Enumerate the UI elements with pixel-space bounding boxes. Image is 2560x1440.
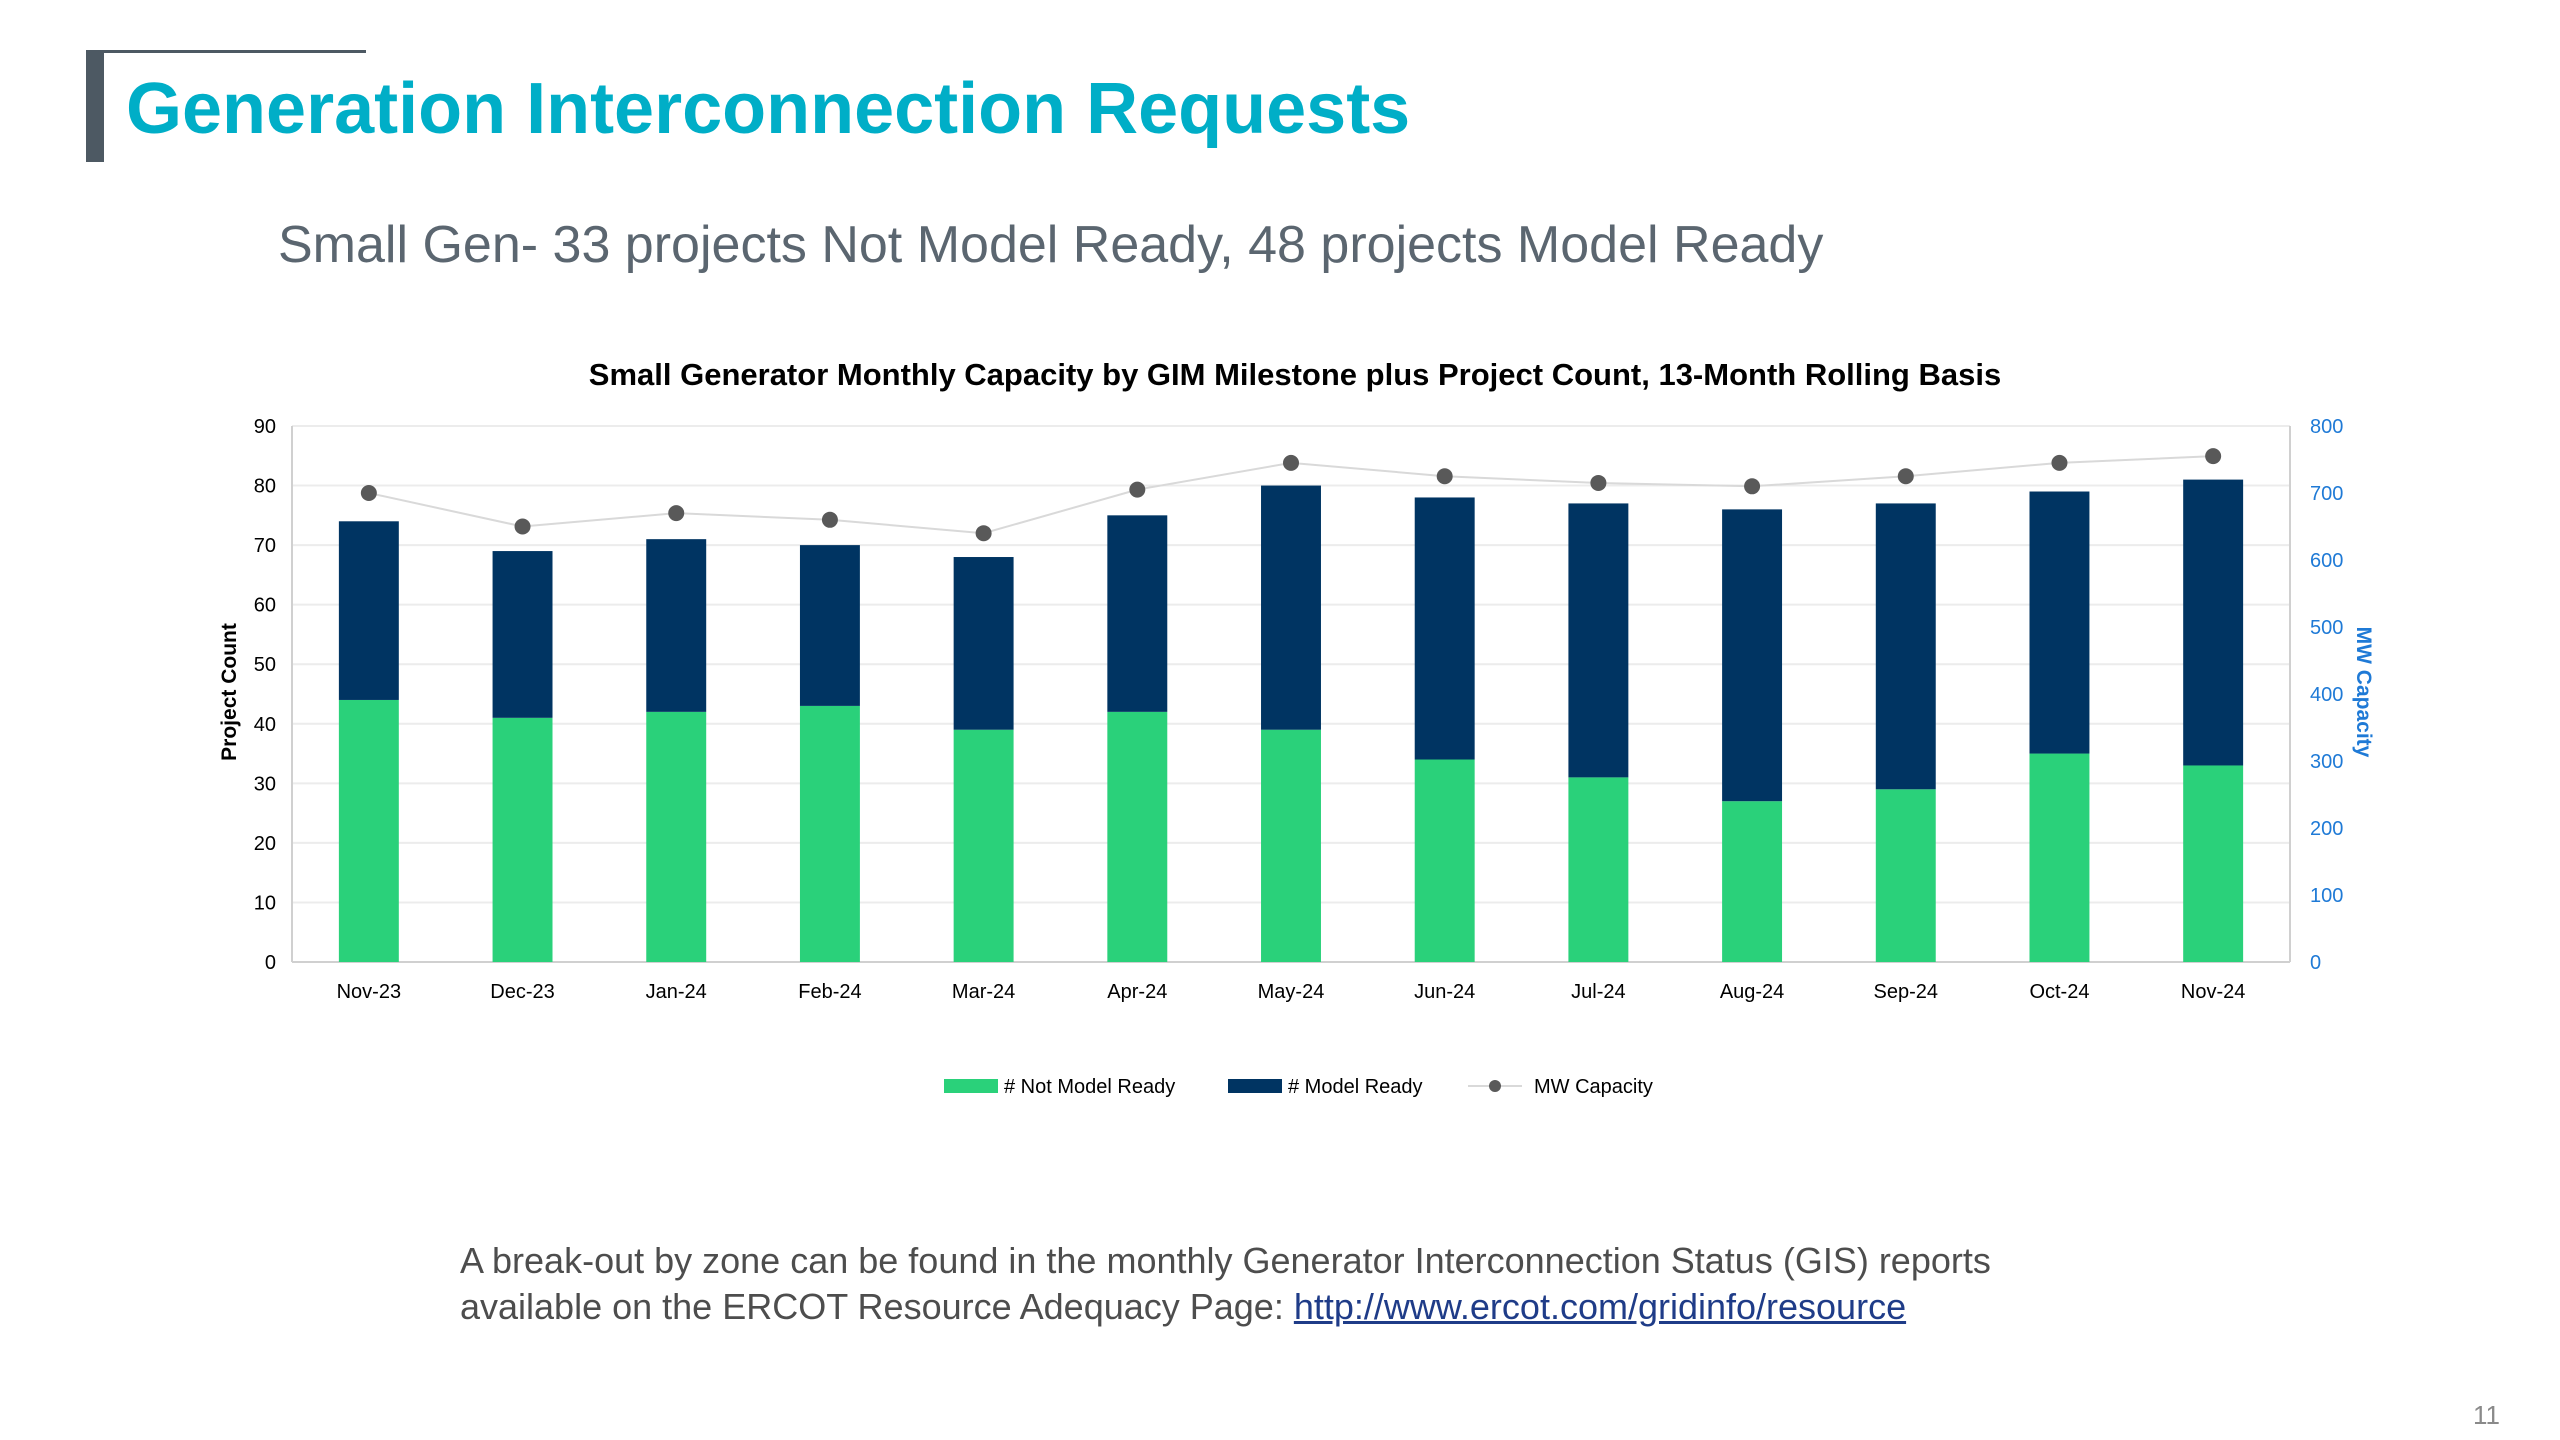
bar-model-ready xyxy=(1261,485,1321,730)
y2-tick-label: 500 xyxy=(2310,617,2343,639)
x-tick-label: Dec-23 xyxy=(490,981,554,1003)
y2-tick-label: 300 xyxy=(2310,751,2343,773)
x-tick-label: Jul-24 xyxy=(1571,981,1625,1003)
mw-capacity-point xyxy=(1283,454,1299,471)
mw-capacity-point xyxy=(1436,468,1453,485)
y2-tick-label: 800 xyxy=(2310,416,2343,438)
chart-title: Small Generator Monthly Capacity by GIM … xyxy=(589,357,2001,392)
y-tick-label: 70 xyxy=(254,535,276,557)
y2-tick-label: 700 xyxy=(2310,483,2343,505)
y2-tick-label: 400 xyxy=(2310,684,2343,706)
mw-capacity-point xyxy=(2051,454,2068,471)
x-tick-label: Sep-24 xyxy=(1874,981,1939,1003)
bar-not-model-ready xyxy=(492,717,553,962)
y-tick-label: 80 xyxy=(254,476,276,498)
bar-not-model-ready xyxy=(1875,789,1936,962)
x-tick-label: Jan-24 xyxy=(646,981,707,1003)
mw-capacity-point xyxy=(975,525,992,542)
mw-capacity-point xyxy=(668,505,685,522)
bar-not-model-ready xyxy=(953,729,1014,962)
y-tick-label: 20 xyxy=(254,833,276,855)
mw-capacity-point xyxy=(514,518,531,535)
bar-model-ready xyxy=(338,521,399,700)
mw-capacity-point xyxy=(1129,481,1146,498)
y-tick-label: 50 xyxy=(254,654,276,676)
y-tick-label: 10 xyxy=(254,892,276,914)
chart-mw-line xyxy=(360,448,2222,542)
x-tick-label: Feb-24 xyxy=(798,981,861,1003)
chart-tick-labels: 0 10 20 30 40 50 60 70 80 90 0 100 200 300 400 500 600 70… xyxy=(254,416,2344,1003)
y-tick-label: 0 xyxy=(265,952,276,974)
bar-model-ready xyxy=(2183,479,2244,766)
mw-capacity-point xyxy=(1897,468,1914,485)
bar-not-model-ready xyxy=(1107,711,1168,962)
legend-swatch-not-model-ready xyxy=(944,1079,998,1093)
x-tick-label: Apr-24 xyxy=(1107,981,1167,1003)
bar-not-model-ready xyxy=(646,711,707,962)
x-tick-label: Mar-24 xyxy=(952,981,1015,1003)
y-tick-label: 60 xyxy=(254,595,276,617)
bar-model-ready xyxy=(1875,503,1936,790)
bar-model-ready xyxy=(2029,491,2090,754)
legend-swatch-model-ready xyxy=(1228,1079,1282,1093)
x-tick-label: Nov-24 xyxy=(2181,981,2245,1003)
legend-label-mw-capacity: MW Capacity xyxy=(1534,1076,1653,1098)
bar-not-model-ready xyxy=(1414,759,1475,962)
bar-not-model-ready xyxy=(2029,753,2090,962)
y-axis-label: Project Count xyxy=(218,623,241,761)
bar-not-model-ready xyxy=(1568,777,1629,962)
y-tick-label: 30 xyxy=(254,773,276,795)
y2-axis-label: MW Capacity xyxy=(2352,627,2375,758)
bar-model-ready xyxy=(1107,515,1168,712)
footnote-text: A break-out by zone can be found in the … xyxy=(460,1240,1991,1327)
title-accent-rule xyxy=(104,50,366,53)
y2-tick-label: 100 xyxy=(2310,885,2343,907)
bar-model-ready xyxy=(646,539,707,712)
bar-not-model-ready xyxy=(2183,765,2244,962)
y2-tick-label: 600 xyxy=(2310,550,2343,572)
x-tick-label: Aug-24 xyxy=(1720,981,1785,1003)
y-tick-label: 90 xyxy=(254,416,276,438)
bar-model-ready xyxy=(1722,509,1783,802)
bar-model-ready xyxy=(953,557,1014,730)
bar-model-ready xyxy=(492,551,553,718)
bar-model-ready xyxy=(1414,497,1475,760)
chart-bars xyxy=(338,479,2244,962)
y2-tick-label: 200 xyxy=(2310,818,2343,840)
mw-capacity-point xyxy=(360,485,377,501)
bar-not-model-ready xyxy=(799,705,860,962)
bar-not-model-ready xyxy=(1261,729,1321,962)
chart-legend: # Not Model Ready # Model Ready MW Capacit… xyxy=(944,1076,1653,1098)
y-tick-label: 40 xyxy=(254,714,276,736)
x-tick-label: Oct-24 xyxy=(2029,981,2089,1003)
resource-link[interactable]: http://www.ercot.com/gridinfo/resource xyxy=(1293,1286,1907,1327)
slide-title: Generation Interconnection Requests xyxy=(126,69,1411,149)
mw-capacity-point xyxy=(1590,474,1607,491)
slide-subtitle: Small Gen- 33 projects Not Model Ready, … xyxy=(278,216,1824,274)
y2-tick-label: 0 xyxy=(2310,952,2321,974)
bar-not-model-ready xyxy=(338,699,399,962)
bar-model-ready xyxy=(799,545,860,706)
page-number: 11 xyxy=(2473,1400,2500,1430)
bar-not-model-ready xyxy=(1722,801,1783,962)
legend-label-not-model-ready: # Not Model Ready xyxy=(1004,1076,1175,1098)
title-accent-bar xyxy=(86,50,104,162)
x-tick-label: Nov-23 xyxy=(337,981,401,1003)
mw-capacity-point xyxy=(821,511,838,528)
bar-model-ready xyxy=(1568,503,1629,778)
legend-label-model-ready: # Model Ready xyxy=(1288,1076,1423,1098)
x-tick-label: Jun-24 xyxy=(1414,981,1475,1003)
mw-capacity-point xyxy=(2205,448,2222,465)
mw-capacity-point xyxy=(1744,478,1761,495)
footnote: A break-out by zone can be found in the … xyxy=(460,1238,2040,1330)
legend-marker-mw-capacity xyxy=(1489,1080,1501,1092)
x-tick-label: May-24 xyxy=(1258,981,1325,1003)
